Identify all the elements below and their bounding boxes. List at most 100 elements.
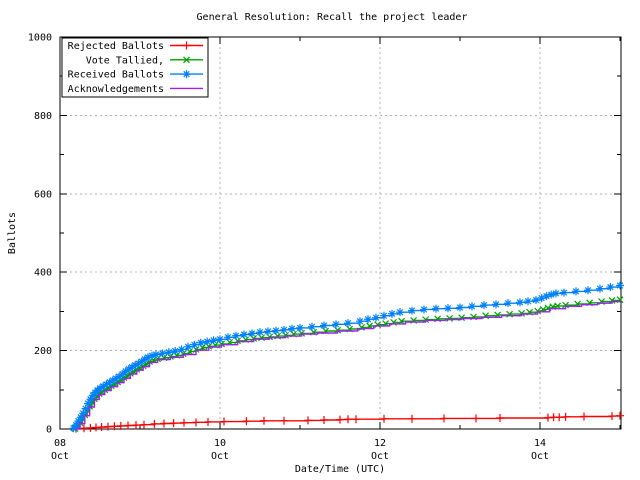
- grid-layer: [60, 37, 621, 429]
- series-marker-star: [74, 417, 83, 426]
- series-marker-star: [280, 325, 288, 334]
- series-marker-cross: [374, 321, 382, 329]
- legend-marker-plus: [182, 41, 191, 50]
- series-marker-star: [432, 304, 440, 313]
- series-marker-plus: [336, 415, 344, 424]
- series-marker-plus: [344, 415, 352, 424]
- series-marker-star: [296, 323, 304, 332]
- series-rejected-ballots: [72, 411, 624, 433]
- series-marker-star: [144, 353, 152, 362]
- series-marker-star: [596, 284, 604, 293]
- series-marker-star: [140, 355, 149, 364]
- series-marker-star: [396, 308, 404, 317]
- series-marker-plus: [352, 415, 360, 424]
- series-marker-star: [492, 300, 500, 309]
- series-marker-star: [99, 382, 108, 391]
- series-marker-star: [164, 348, 173, 357]
- legend-label: Received Ballots: [68, 70, 164, 81]
- chart-title: General Resolution: Recall the project l…: [197, 12, 468, 23]
- series-marker-star: [264, 327, 272, 336]
- series-marker-star: [240, 330, 248, 339]
- series-vote-tallied: [71, 296, 624, 433]
- series-marker-star: [256, 328, 264, 337]
- series-marker-star: [105, 378, 114, 387]
- series-marker-star: [102, 380, 111, 389]
- series-marker-plus: [320, 415, 328, 424]
- series-marker-star: [537, 294, 546, 303]
- series-marker-star: [288, 324, 296, 333]
- series-marker-star: [84, 399, 92, 408]
- x-tick-label: Oct: [371, 451, 389, 462]
- series-marker-star: [131, 361, 140, 370]
- series-marker-star: [572, 287, 580, 296]
- series-marker-plus: [116, 421, 125, 430]
- series-marker-plus: [280, 416, 288, 425]
- series-marker-cross: [608, 296, 616, 304]
- y-tick-label: 400: [34, 268, 52, 279]
- series-marker-plus: [140, 420, 148, 429]
- series-received-ballots: [69, 281, 624, 433]
- series-marker-star: [96, 384, 104, 393]
- series-marker-star: [606, 283, 615, 292]
- series-marker-star: [388, 309, 396, 318]
- series-acknowledgements: [75, 300, 621, 430]
- series-marker-star: [560, 288, 568, 297]
- series-marker-plus: [169, 419, 178, 428]
- series-marker-star: [456, 303, 464, 312]
- y-tick-label: 1000: [28, 33, 52, 44]
- series-marker-star: [444, 304, 452, 313]
- series-marker-star: [124, 365, 133, 374]
- series-marker-star: [408, 306, 416, 315]
- y-tick-label: 600: [34, 189, 52, 200]
- series-marker-star: [616, 281, 624, 290]
- series-marker-star: [547, 290, 556, 299]
- series-marker-plus: [608, 412, 616, 421]
- x-tick-label: Oct: [531, 451, 549, 462]
- legend-entry-rejected-ballots: Rejected Ballots: [68, 41, 203, 52]
- series-marker-plus: [180, 418, 188, 427]
- series-marker-plus: [440, 414, 448, 423]
- series-marker-star: [552, 289, 560, 298]
- axes-layer: 08 Oct 10 Oct 12 Oct 14 Oct 0 200 400 600 800 1000: [28, 33, 622, 462]
- y-tick-label: 0: [46, 425, 52, 436]
- series-marker-star: [272, 326, 280, 335]
- x-tick-label: 12: [374, 438, 386, 449]
- series-marker-cross: [562, 301, 570, 309]
- series-marker-star: [79, 409, 88, 418]
- series-marker-plus: [496, 414, 504, 423]
- x-tick-label: 08: [54, 438, 66, 449]
- series-marker-star: [128, 363, 136, 372]
- series-marker-star: [232, 331, 240, 340]
- x-tick-label: 10: [214, 438, 226, 449]
- series-marker-star: [148, 351, 156, 360]
- series-marker-star: [209, 336, 218, 345]
- series-marker-plus: [472, 414, 480, 423]
- series-marker-star: [224, 333, 232, 342]
- series-layer: [69, 281, 624, 433]
- legend-entry-received-ballots: Received Ballots: [68, 70, 203, 81]
- legend-label: Rejected Ballots: [68, 41, 164, 52]
- series-marker-plus: [160, 419, 168, 428]
- series-marker-star: [468, 302, 476, 311]
- series-marker-plus: [260, 416, 268, 425]
- series-marker-star: [177, 345, 186, 354]
- series-marker-star: [420, 305, 428, 314]
- series-marker-cross: [534, 307, 542, 315]
- legend: Rejected Ballots Vote Tallied, Received Ba…: [61, 37, 209, 98]
- series-marker-star: [158, 349, 167, 358]
- series-marker-star: [216, 335, 224, 344]
- series-marker-star: [118, 370, 127, 379]
- x-tick-label: Oct: [51, 451, 69, 462]
- series-marker-star: [380, 311, 388, 320]
- legend-label: Acknowledgements: [68, 84, 164, 95]
- x-tick-label: 14: [534, 438, 546, 449]
- series-marker-plus: [150, 419, 159, 428]
- series-marker-star: [248, 329, 256, 338]
- series-marker-star: [344, 319, 352, 328]
- series-marker-star: [184, 342, 192, 351]
- series-marker-plus: [304, 416, 312, 425]
- series-marker-star: [332, 320, 340, 329]
- series-line: [75, 299, 621, 430]
- series-marker-star: [171, 346, 180, 355]
